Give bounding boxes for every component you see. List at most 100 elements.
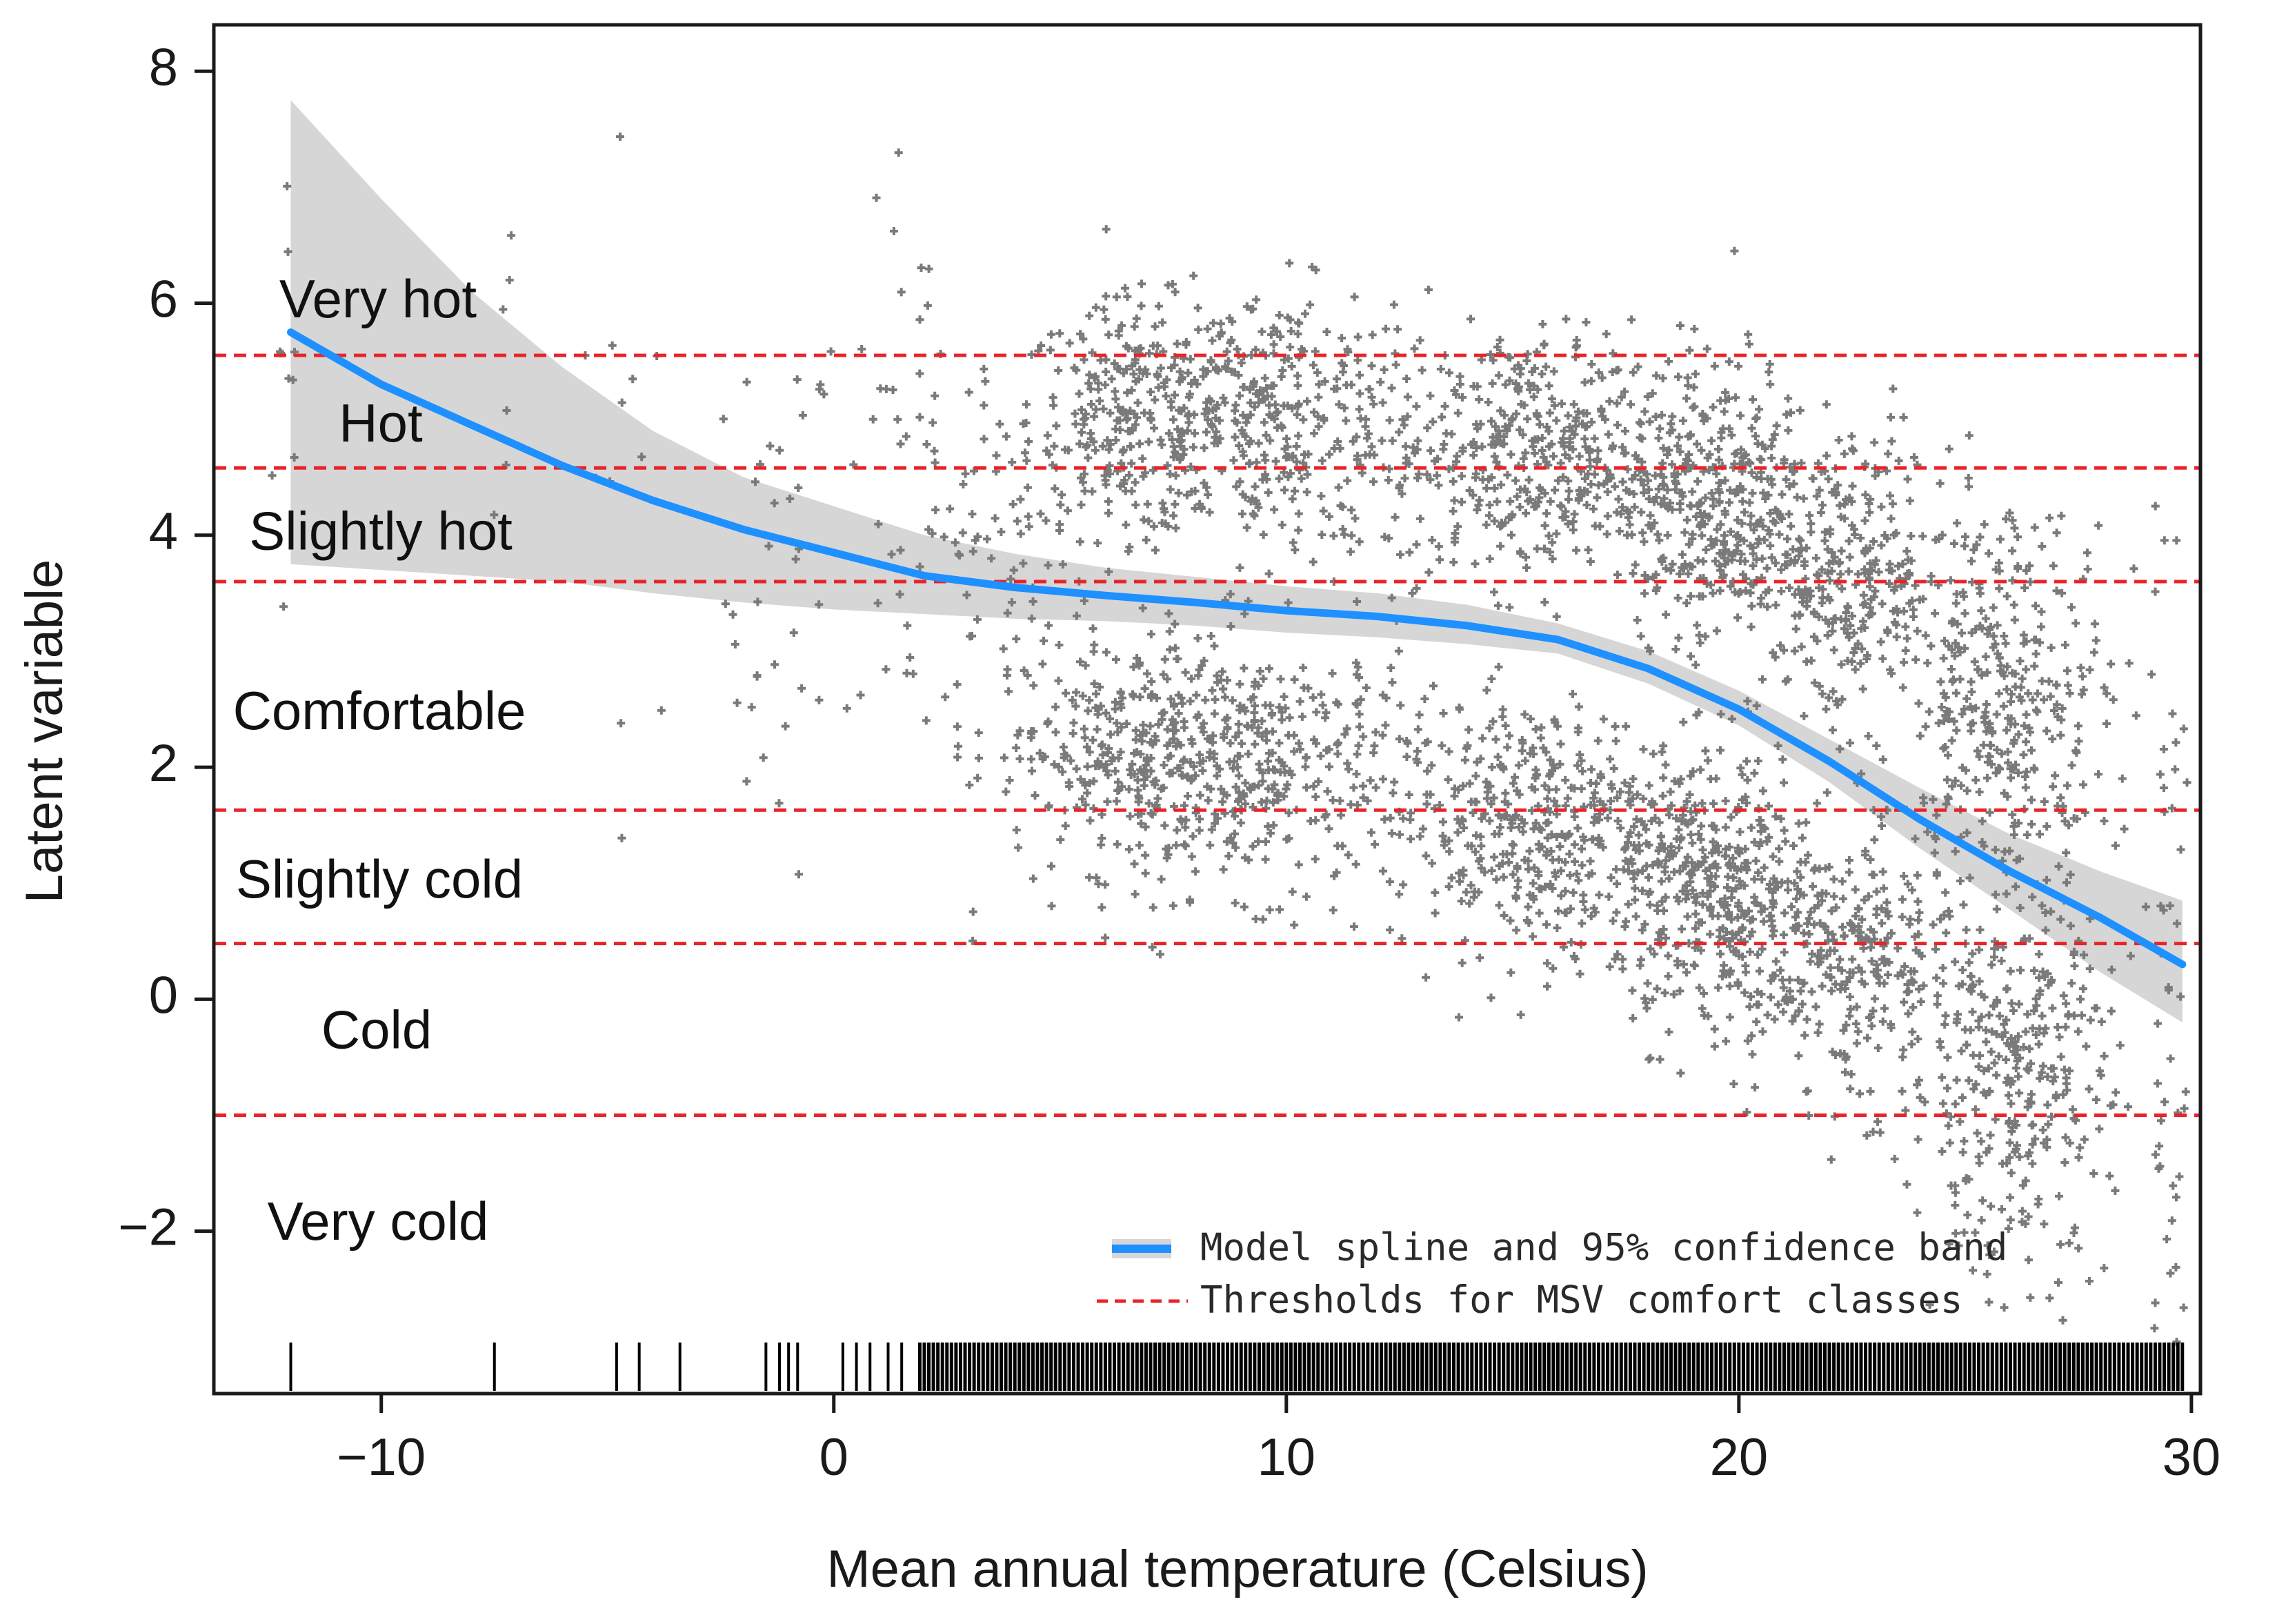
scatter-point (1607, 797, 1615, 806)
scatter-point (1960, 1137, 1969, 1146)
scatter-point (2062, 999, 2070, 1008)
scatter-point (1019, 559, 1028, 568)
scatter-point (288, 375, 297, 384)
scatter-point (1467, 315, 1475, 324)
scatter-point (1134, 798, 1143, 806)
scatter-point (1462, 744, 1471, 753)
y-tick-label: −2 (118, 1198, 178, 1257)
scatter-point (1194, 711, 1203, 720)
scatter-point (2076, 1143, 2085, 1152)
scatter-point (1742, 1108, 1751, 1117)
scatter-point (1759, 488, 1768, 497)
scatter-point (1618, 443, 1627, 452)
scatter-point (1369, 477, 1378, 486)
scatter-point (1684, 890, 1692, 898)
scatter-point (2014, 730, 2023, 739)
scatter-point (1477, 842, 1486, 851)
scatter-point (1733, 488, 1742, 497)
scatter-point (1751, 1083, 1760, 1092)
scatter-point (1211, 695, 1220, 704)
scatter-point (1747, 511, 1756, 520)
scatter-point (1870, 438, 1879, 447)
scatter-point (1192, 691, 1201, 700)
scatter-point (1146, 809, 1155, 818)
scatter-point (1216, 319, 1225, 328)
scatter-point (1898, 895, 1907, 904)
scatter-point (1587, 377, 1596, 386)
scatter-point (1845, 537, 1853, 546)
scatter-point (1476, 854, 1485, 863)
scatter-point (1647, 817, 1656, 825)
scatter-point (1909, 453, 1918, 462)
scatter-point (1299, 663, 1308, 672)
scatter-point (1427, 446, 1435, 455)
scatter-point (1587, 869, 1596, 878)
scatter-point (924, 264, 933, 273)
scatter-point (1716, 746, 1725, 755)
scatter-point (1333, 437, 1342, 446)
scatter-point (2085, 665, 2094, 674)
scatter-point (1235, 563, 1244, 572)
scatter-point (1144, 799, 1153, 808)
scatter-point (1278, 758, 1286, 767)
scatter-point (1556, 867, 1565, 875)
scatter-point (1295, 697, 1304, 706)
scatter-point (1967, 557, 1976, 566)
scatter-point (1966, 1026, 1975, 1035)
scatter-point (1736, 557, 1745, 565)
scatter-point (1241, 778, 1250, 787)
scatter-point (1618, 955, 1627, 964)
scatter-point (1264, 757, 1272, 766)
scatter-point (1002, 432, 1011, 441)
scatter-point (1319, 506, 1328, 515)
scatter-point (1265, 410, 1274, 419)
scatter-point (1110, 359, 1119, 368)
scatter-point (1980, 520, 1989, 529)
scatter-point (1106, 408, 1115, 417)
scatter-point (1089, 647, 1098, 656)
scatter-point (1163, 675, 1172, 684)
scatter-point (1117, 321, 1126, 330)
scatter-point (1652, 493, 1661, 502)
scatter-point (1251, 496, 1260, 505)
scatter-point (1872, 742, 1881, 750)
scatter-point (1096, 702, 1105, 711)
scatter-point (2031, 602, 2040, 611)
scatter-point (1028, 597, 1037, 606)
scatter-point (1578, 419, 1587, 428)
scatter-point (1079, 415, 1088, 424)
scatter-point (2011, 1064, 2020, 1073)
scatter-point (1146, 722, 1155, 731)
scatter-point (2131, 711, 2140, 720)
scatter-point (1851, 665, 1860, 674)
scatter-point (1572, 546, 1581, 555)
scatter-point (1325, 450, 1334, 459)
scatter-point (1320, 414, 1328, 423)
scatter-point (1156, 435, 1165, 444)
scatter-point (1547, 395, 1556, 404)
scatter-point (2129, 564, 2138, 573)
scatter-point (1340, 730, 1349, 739)
scatter-point (1822, 400, 1831, 409)
scatter-point (1104, 445, 1113, 454)
scatter-point (1668, 560, 1677, 568)
scatter-point (1487, 675, 1496, 683)
legend-spline-label: Model spline and 95% confidence band (1200, 1226, 2007, 1269)
scatter-point (1086, 384, 1095, 393)
scatter-point (1499, 850, 1507, 859)
scatter-point (1254, 837, 1262, 846)
scatter-point (1384, 534, 1393, 543)
scatter-point (1802, 1087, 1811, 1096)
scatter-point (1696, 765, 1705, 774)
scatter-point (1615, 526, 1624, 535)
scatter-point (1549, 367, 1558, 376)
scatter-point (1524, 497, 1533, 506)
scatter-point (1295, 739, 1303, 748)
scatter-point (1187, 674, 1196, 683)
scatter-point (1616, 824, 1625, 833)
scatter-point (1333, 384, 1342, 393)
scatter-point (1187, 735, 1196, 744)
scatter-point (1206, 632, 1215, 640)
scatter-point (2175, 1172, 2184, 1181)
scatter-point (1606, 806, 1615, 815)
